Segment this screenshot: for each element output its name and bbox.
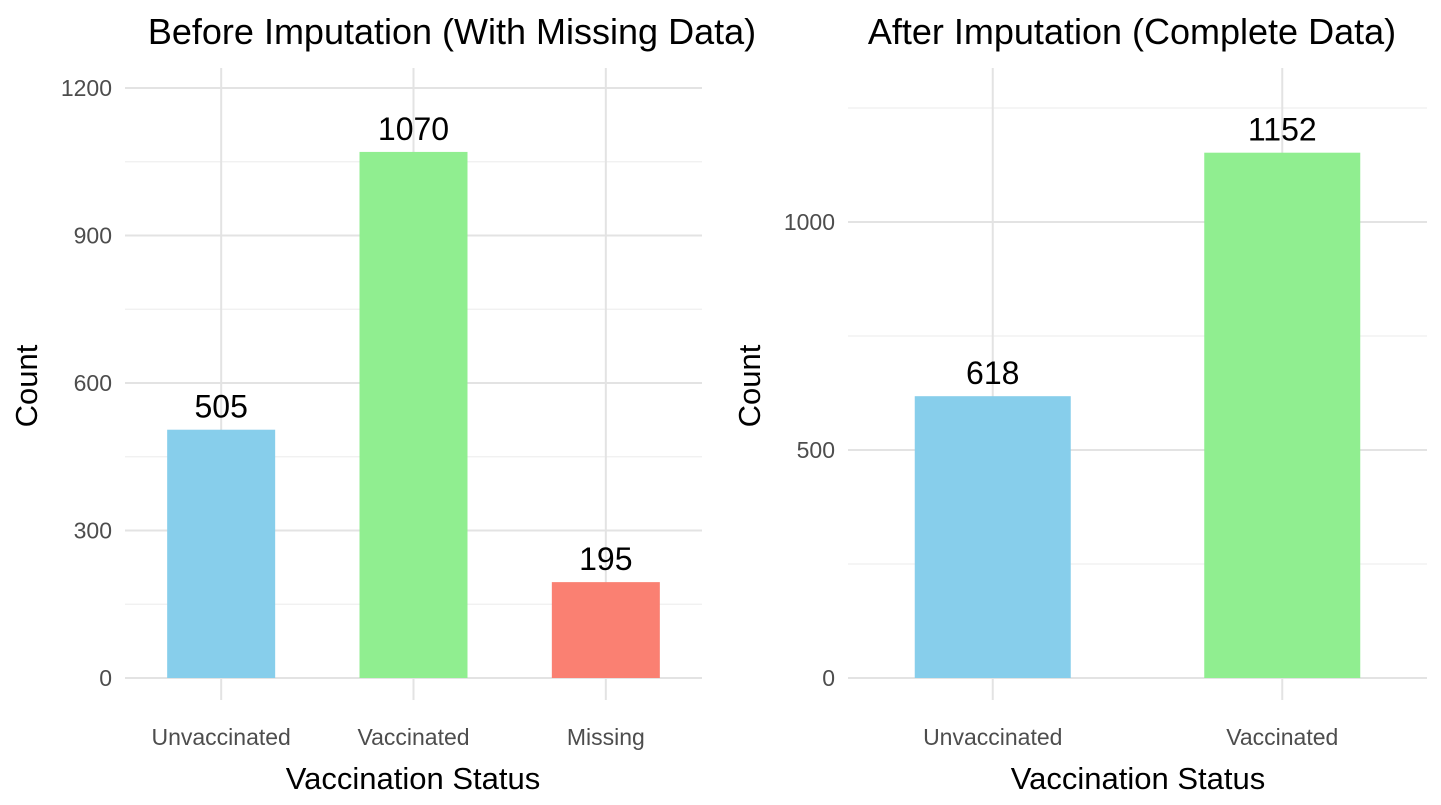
- chart-title: After Imputation (Complete Data): [868, 11, 1396, 52]
- x-axis-title: Vaccination Status: [286, 761, 540, 796]
- y-tick-label: 0: [822, 665, 835, 691]
- x-axis-title: Vaccination Status: [1011, 761, 1265, 796]
- data-label: 618: [966, 355, 1019, 391]
- bars: [167, 151, 660, 678]
- data-label: 505: [194, 389, 247, 425]
- y-tick-label: 1000: [784, 209, 835, 235]
- chart-panel-before: Before Imputation (With Missing Data) 50…: [9, 11, 756, 796]
- bar-unvaccinated: [914, 396, 1071, 678]
- data-labels: 618 1152: [966, 112, 1317, 392]
- bar-vaccinated: [1204, 152, 1361, 679]
- x-tick-label: Vaccinated: [357, 724, 469, 750]
- y-tick-label: 600: [74, 370, 112, 396]
- data-label: 195: [579, 541, 632, 577]
- y-tick-label: 300: [74, 518, 112, 544]
- y-tick-label: 0: [99, 665, 112, 691]
- chart-title: Before Imputation (With Missing Data): [148, 11, 756, 52]
- bar-unvaccinated: [167, 429, 276, 678]
- y-axis-title: Count: [732, 344, 767, 427]
- x-tick-labels: Unvaccinated Vaccinated Missing: [151, 724, 644, 750]
- x-tick-label: Unvaccinated: [923, 724, 1062, 750]
- x-tick-labels: Unvaccinated Vaccinated: [923, 724, 1338, 750]
- x-tick-label: Vaccinated: [1226, 724, 1338, 750]
- bar-missing: [551, 582, 660, 678]
- y-tick-label: 900: [74, 223, 112, 249]
- data-label: 1070: [378, 111, 449, 147]
- data-labels: 505 1070 195: [194, 111, 632, 577]
- y-tick-labels: 0 300 600 900 1200: [61, 75, 112, 691]
- bar-vaccinated: [359, 151, 468, 678]
- x-tick-label: Missing: [567, 724, 645, 750]
- x-tick-label: Unvaccinated: [151, 724, 290, 750]
- y-tick-label: 500: [797, 437, 835, 463]
- bars: [914, 152, 1361, 679]
- y-tick-labels: 0 500 1000: [784, 209, 835, 691]
- y-tick-label: 1200: [61, 75, 112, 101]
- data-label: 1152: [1248, 112, 1317, 148]
- y-axis-title: Count: [9, 344, 44, 427]
- chart-panel-after: After Imputation (Complete Data) 618 1152…: [732, 11, 1427, 796]
